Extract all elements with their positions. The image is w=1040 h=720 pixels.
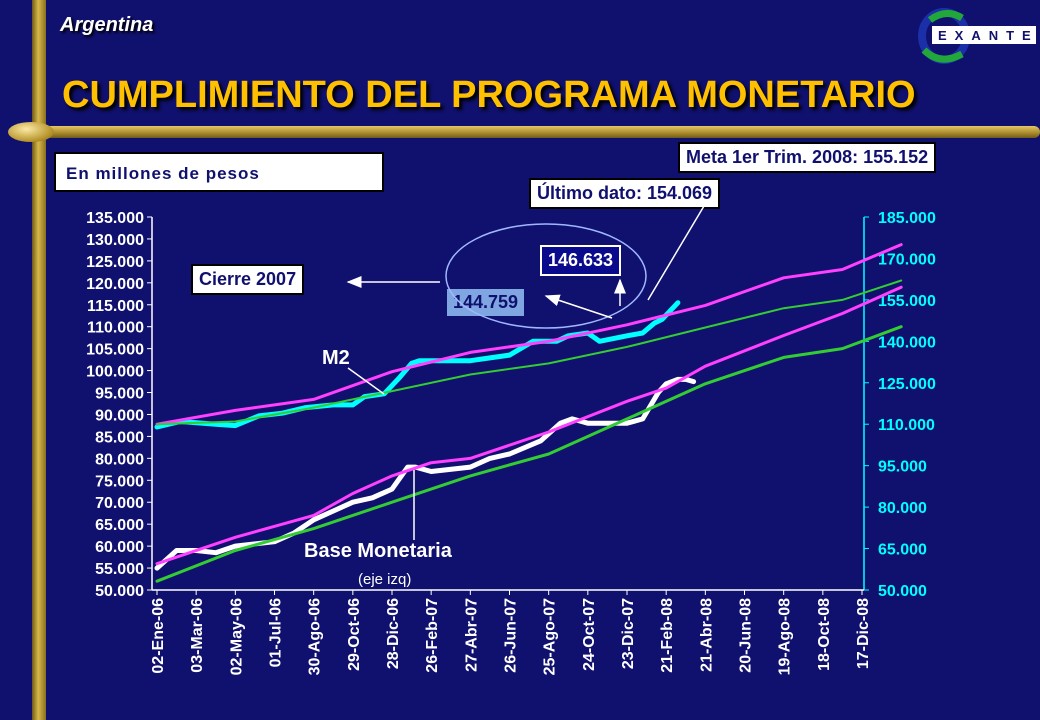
x-tick-label: 03-Mar-06 [189,598,206,673]
y-right-tick-label: 185.000 [878,210,936,227]
m2-pointer [347,367,385,395]
highlight-ellipse [445,223,647,329]
x-tick-label: 26-Jun-07 [503,598,520,673]
y-right-tick-label: 65.000 [878,542,927,559]
y-left-tick-label: 55.000 [95,561,144,578]
x-tick-label: 25-Ago-07 [542,598,559,675]
x-tick-label: 02-Ene-06 [150,598,167,674]
y-right-tick-label: 155.000 [878,293,936,310]
y-left-tick-label: 65.000 [95,517,144,534]
y-right-tick-label: 140.000 [878,334,936,351]
x-tick-label: 18-Oct-08 [816,598,833,671]
page-title: CUMPLIMIENTO DEL PROGRAMA MONETARIO [62,74,916,116]
country-label: Argentina [60,14,154,36]
x-tick-label: 24-Oct-07 [581,598,598,671]
meta-callout: Meta 1er Trim. 2008: 155.152 [678,142,937,173]
base-monetaria-label: Base Monetaria [304,540,453,562]
eje-izq-label: (eje izq) [358,571,411,588]
y-left-tick-label: 90.000 [95,407,144,424]
y-left-tick-label: 130.000 [86,232,144,249]
exante-logo: EXANTE [918,8,1038,64]
y-left-tick-label: 105.000 [86,342,144,359]
x-tick-label: 21-Feb-08 [659,598,676,673]
units-label: En millones de pesos [66,164,260,183]
y-left-tick-label: 85.000 [95,429,144,446]
y-left-tick-label: 95.000 [95,386,144,403]
ultimo-arrow [647,205,705,301]
x-tick-label: 17-Dic-08 [855,598,872,669]
y-right-tick-label: 50.000 [878,583,927,600]
y-left-tick-label: 120.000 [86,276,144,293]
y-left-tick-label: 110.000 [87,320,144,337]
y-right-tick-label: 80.000 [878,500,927,517]
cierre-2007-callout: Cierre 2007 [191,264,305,295]
y-left-tick-label: 100.000 [86,364,144,381]
y-left-tick-label: 135.000 [86,210,144,227]
x-tick-label: 28-Dic-06 [385,598,402,669]
x-tick-label: 29-Oct-06 [346,598,363,671]
ultimo-dato-callout: Último dato: 154.069 [529,178,721,209]
x-tick-label: 19-Ago-08 [777,598,794,675]
y-left-tick-label: 60.000 [95,539,144,556]
y-left-tick-label: 70.000 [95,495,144,512]
y-right-tick-label: 95.000 [878,459,927,476]
x-tick-label: 21-Abr-08 [698,598,715,672]
series-line-4 [155,285,903,566]
logo-text: EXANTE [938,28,1038,43]
y-right-tick-label: 110.000 [878,417,935,434]
x-tick-label: 26-Feb-07 [424,598,441,673]
y-left-tick-label: 50.000 [95,583,144,600]
series-line-1 [155,243,903,426]
units-box: En millones de pesos [54,152,384,192]
gold-bar-knob [8,122,54,142]
y-right-tick-label: 170.000 [878,251,936,268]
x-tick-label: 23-Dic-07 [620,598,637,669]
series-line-2 [156,279,903,426]
series-line-5 [155,325,903,583]
y-left-tick-label: 75.000 [95,473,144,490]
x-tick-label: 01-Jul-06 [268,598,285,667]
value-146633-callout: 146.633 [540,245,622,276]
gold-vertical-bar [32,0,46,720]
gold-horizontal-bar [14,126,1040,138]
v144-arrow [544,294,613,319]
m2-label: M2 [322,347,350,369]
y-left-tick-label: 80.000 [95,451,144,468]
x-tick-label: 20-Jun-08 [738,598,755,673]
y-right-tick-label: 125.000 [878,376,936,393]
x-tick-label: 02-May-06 [228,598,245,675]
y-left-tick-label: 115.000 [87,298,144,315]
x-tick-label: 27-Abr-07 [463,598,480,672]
x-tick-label: 30-Ago-06 [307,598,324,675]
y-left-tick-label: 125.000 [86,254,144,271]
